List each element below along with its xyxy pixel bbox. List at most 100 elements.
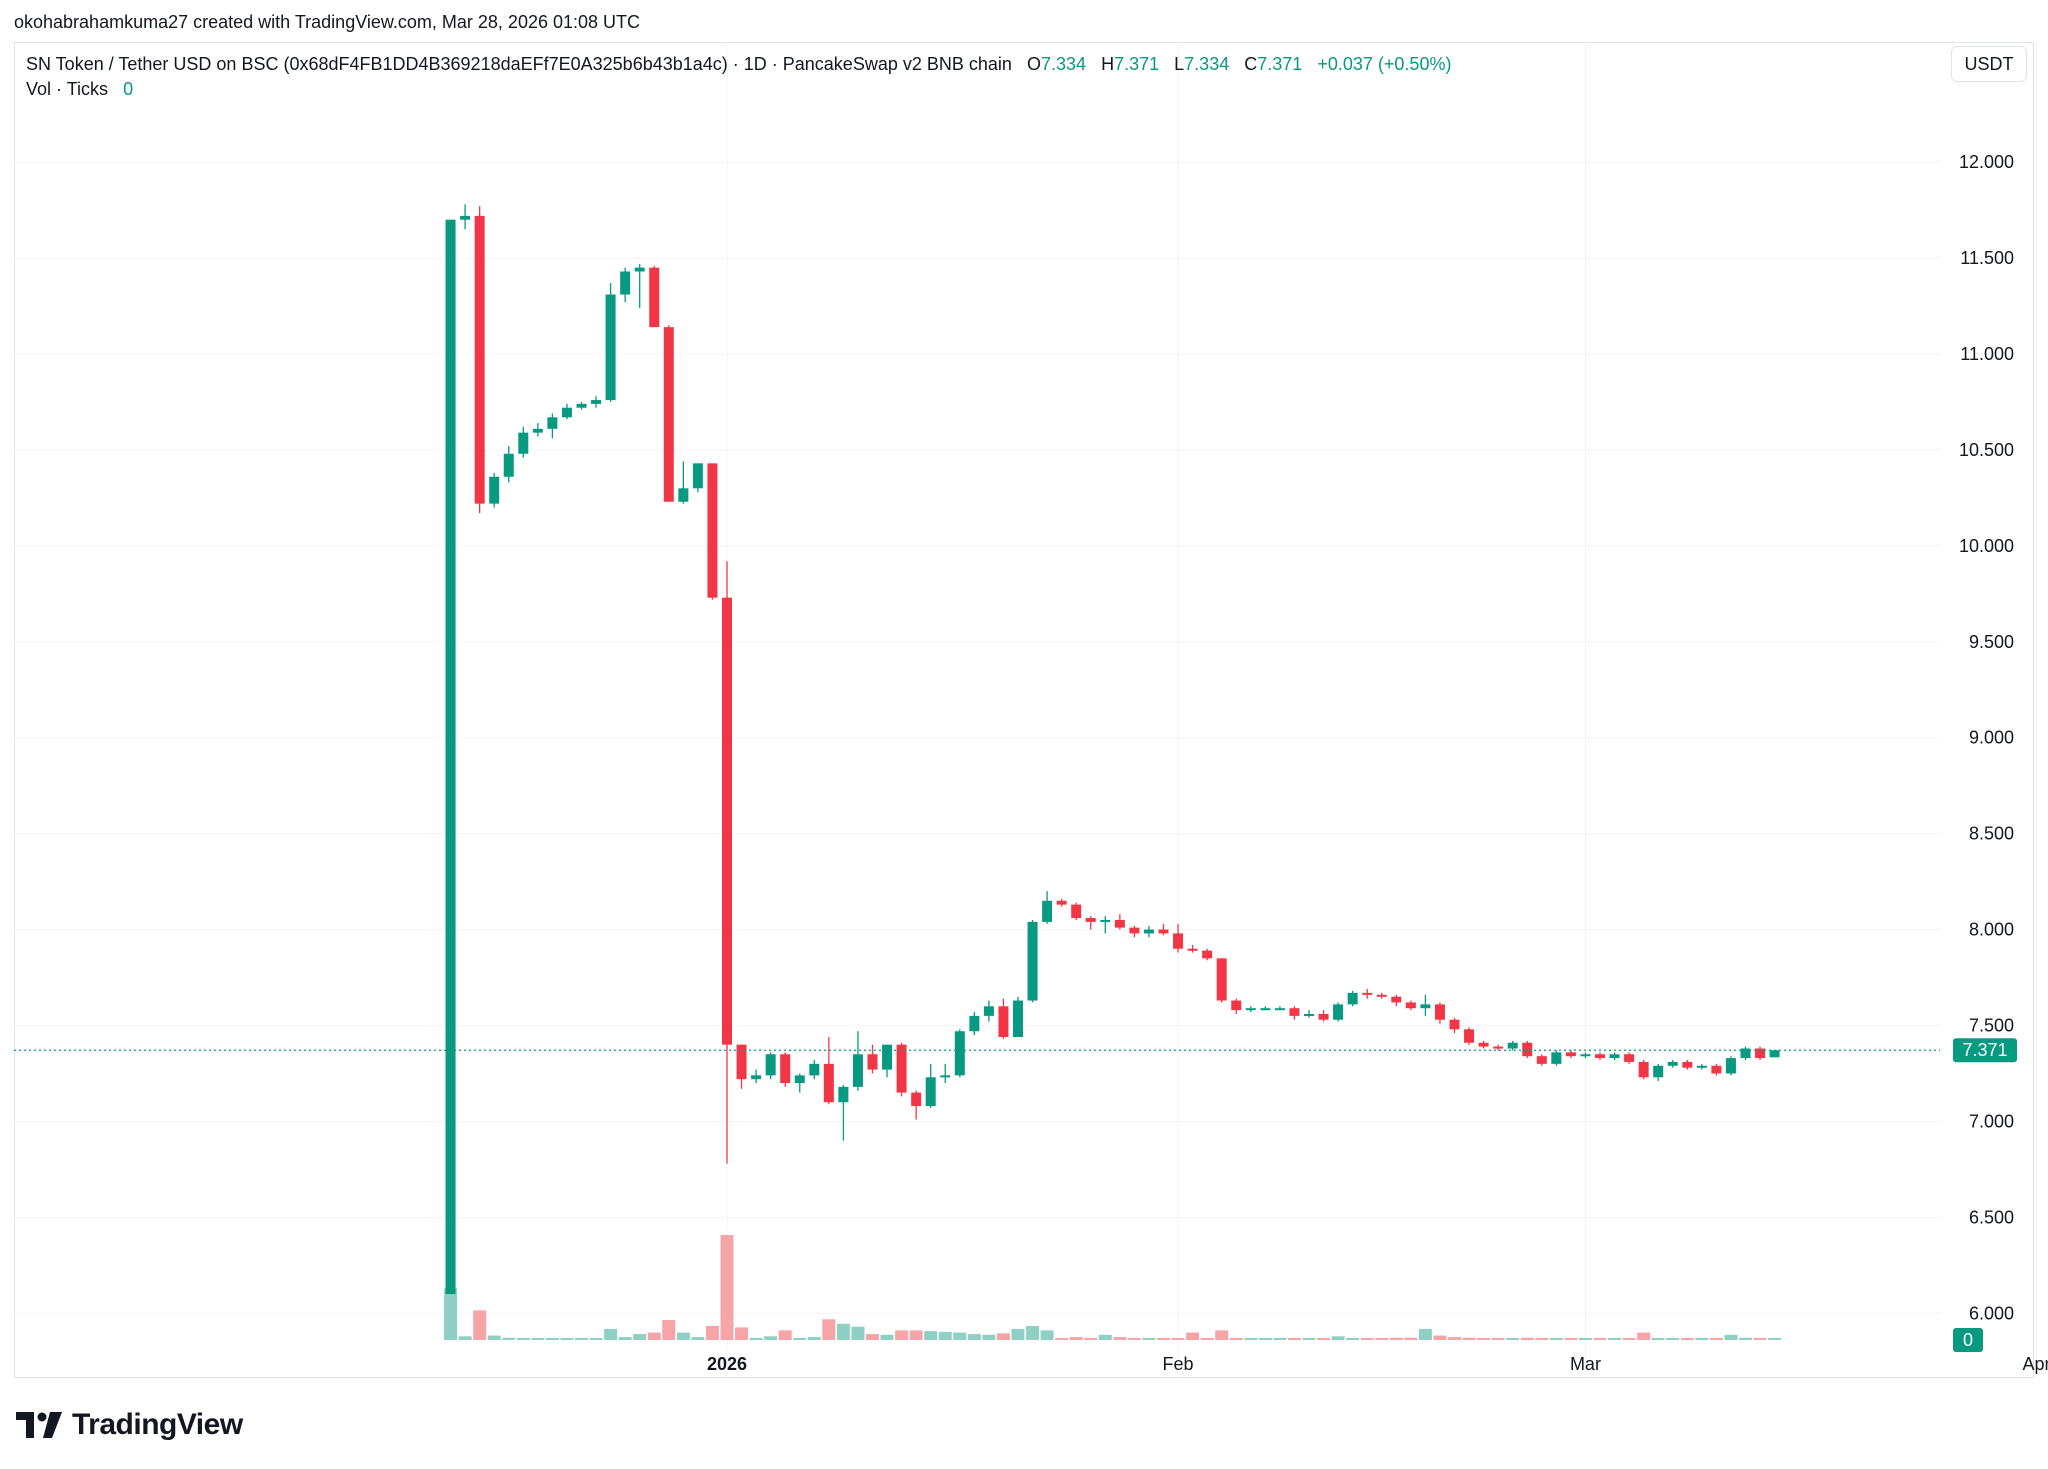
volume-bar <box>676 1332 690 1340</box>
candle-body <box>532 428 543 433</box>
candle-body <box>1100 919 1111 922</box>
candle-body <box>503 453 514 477</box>
candle-body <box>678 488 689 502</box>
attribution-text: okohabrahamkuma27 created with TradingVi… <box>14 12 641 32</box>
candle-body <box>1027 921 1038 1001</box>
volume-bar <box>560 1338 574 1340</box>
legend-c-label: C <box>1244 54 1258 74</box>
candle-body <box>1187 948 1198 951</box>
candle-body <box>809 1063 820 1076</box>
tradingview-logo[interactable]: TradingView <box>16 1408 243 1442</box>
volume-bar <box>1680 1338 1694 1340</box>
candle-body <box>1536 1056 1547 1064</box>
candle-body <box>1464 1029 1475 1043</box>
legend-l-value: 7.334 <box>1184 54 1230 74</box>
price-tick-label: 11.500 <box>1960 248 2014 268</box>
volume-bar <box>1520 1337 1534 1340</box>
candle-body <box>1755 1048 1766 1059</box>
candle-body <box>1056 900 1067 905</box>
candle-body <box>1551 1052 1562 1064</box>
candle-body <box>1696 1065 1707 1068</box>
volume-bar <box>924 1331 938 1340</box>
legend: SN Token / Tether USD on BSC (0x68dF4FB1… <box>26 52 1451 102</box>
candle-body <box>1216 958 1227 1001</box>
volume-bar <box>953 1332 967 1340</box>
volume-bar <box>1317 1338 1331 1340</box>
candle-body <box>1507 1042 1518 1049</box>
candle-body <box>852 1054 863 1087</box>
candle-body <box>838 1086 849 1103</box>
candle-body <box>940 1075 951 1078</box>
candle-body <box>649 267 660 328</box>
volume-bar <box>1739 1337 1752 1340</box>
candle-body <box>1231 1000 1242 1011</box>
volume-bar <box>1768 1338 1782 1340</box>
volume-bar <box>866 1334 879 1340</box>
candle-body <box>561 407 572 418</box>
candle-body <box>1478 1042 1489 1047</box>
candle-body <box>1449 1019 1460 1030</box>
candle-body <box>867 1054 878 1070</box>
candle-body <box>1202 950 1213 959</box>
volume-bar <box>967 1334 981 1340</box>
candle-body <box>1493 1046 1504 1049</box>
candle-body <box>1653 1065 1664 1078</box>
volume-bar <box>633 1334 647 1340</box>
price-axis: 12.000 11.500 11.000 10.500 10.000 9.500 9.000… <box>1959 152 2014 1323</box>
candle-body <box>969 1015 980 1032</box>
volume-bar <box>1229 1338 1243 1340</box>
legend-change: +0.037 (+0.50%) <box>1317 54 1452 74</box>
price-tick-label: 7.000 <box>1969 1111 2014 1131</box>
volume-bar <box>749 1338 763 1340</box>
candle-body <box>1260 1008 1271 1011</box>
candle-body <box>591 400 602 404</box>
volume-bar <box>909 1330 923 1340</box>
volume-bar <box>1346 1338 1360 1340</box>
volume-bar <box>1273 1338 1287 1340</box>
volume-bar <box>778 1330 792 1340</box>
time-tick-label: Feb <box>1163 1354 1194 1374</box>
candles <box>445 204 1780 1295</box>
price-tick-label: 10.000 <box>1959 536 2014 556</box>
candle-body <box>1304 1013 1314 1016</box>
candle-body <box>1173 933 1184 949</box>
volume-bar <box>938 1331 952 1340</box>
legend-symbol[interactable]: SN Token / Tether USD on BSC (0x68dF4FB1… <box>26 54 1012 74</box>
candle-body <box>765 1054 776 1076</box>
candle-body <box>1245 1008 1256 1011</box>
volume-bar <box>662 1320 676 1340</box>
volume-bar <box>1637 1332 1651 1340</box>
volume-bar <box>502 1337 516 1340</box>
candle-body <box>518 432 529 454</box>
candle-body <box>1362 992 1373 995</box>
candle-body <box>1085 918 1096 922</box>
candle-body <box>1434 1004 1445 1020</box>
candle-body <box>1595 1054 1605 1059</box>
volume-bar <box>1389 1337 1403 1340</box>
volume-bar <box>516 1338 530 1340</box>
volume-bar <box>1127 1338 1141 1340</box>
volume-bar <box>1186 1332 1200 1340</box>
volume-bar <box>575 1338 588 1340</box>
legend-o-label: O <box>1026 54 1041 74</box>
candle-body <box>1158 929 1169 934</box>
candle-body <box>780 1054 791 1084</box>
candle-body <box>1042 900 1053 922</box>
volume-bar <box>764 1336 778 1340</box>
time-tick-label: 2026 <box>707 1354 747 1374</box>
volume-bar <box>1157 1338 1170 1340</box>
volume-bar <box>1084 1338 1098 1340</box>
tradingview-logo-icon <box>16 1412 62 1438</box>
tradingview-logo-text: TradingView <box>72 1408 243 1441</box>
volume-bar <box>1622 1338 1636 1340</box>
last-price-tag <box>1953 1038 2017 1063</box>
candle-body <box>1580 1054 1591 1057</box>
legend-vol-label[interactable]: Vol · Ticks <box>26 79 109 99</box>
last-volume-label: 0 <box>1963 1330 1973 1350</box>
volume-bar <box>793 1338 807 1340</box>
volume-bar <box>851 1326 865 1340</box>
currency-button[interactable]: USDT <box>1951 46 2027 82</box>
volume-bar <box>1506 1338 1520 1340</box>
candle-body <box>998 1006 1009 1037</box>
